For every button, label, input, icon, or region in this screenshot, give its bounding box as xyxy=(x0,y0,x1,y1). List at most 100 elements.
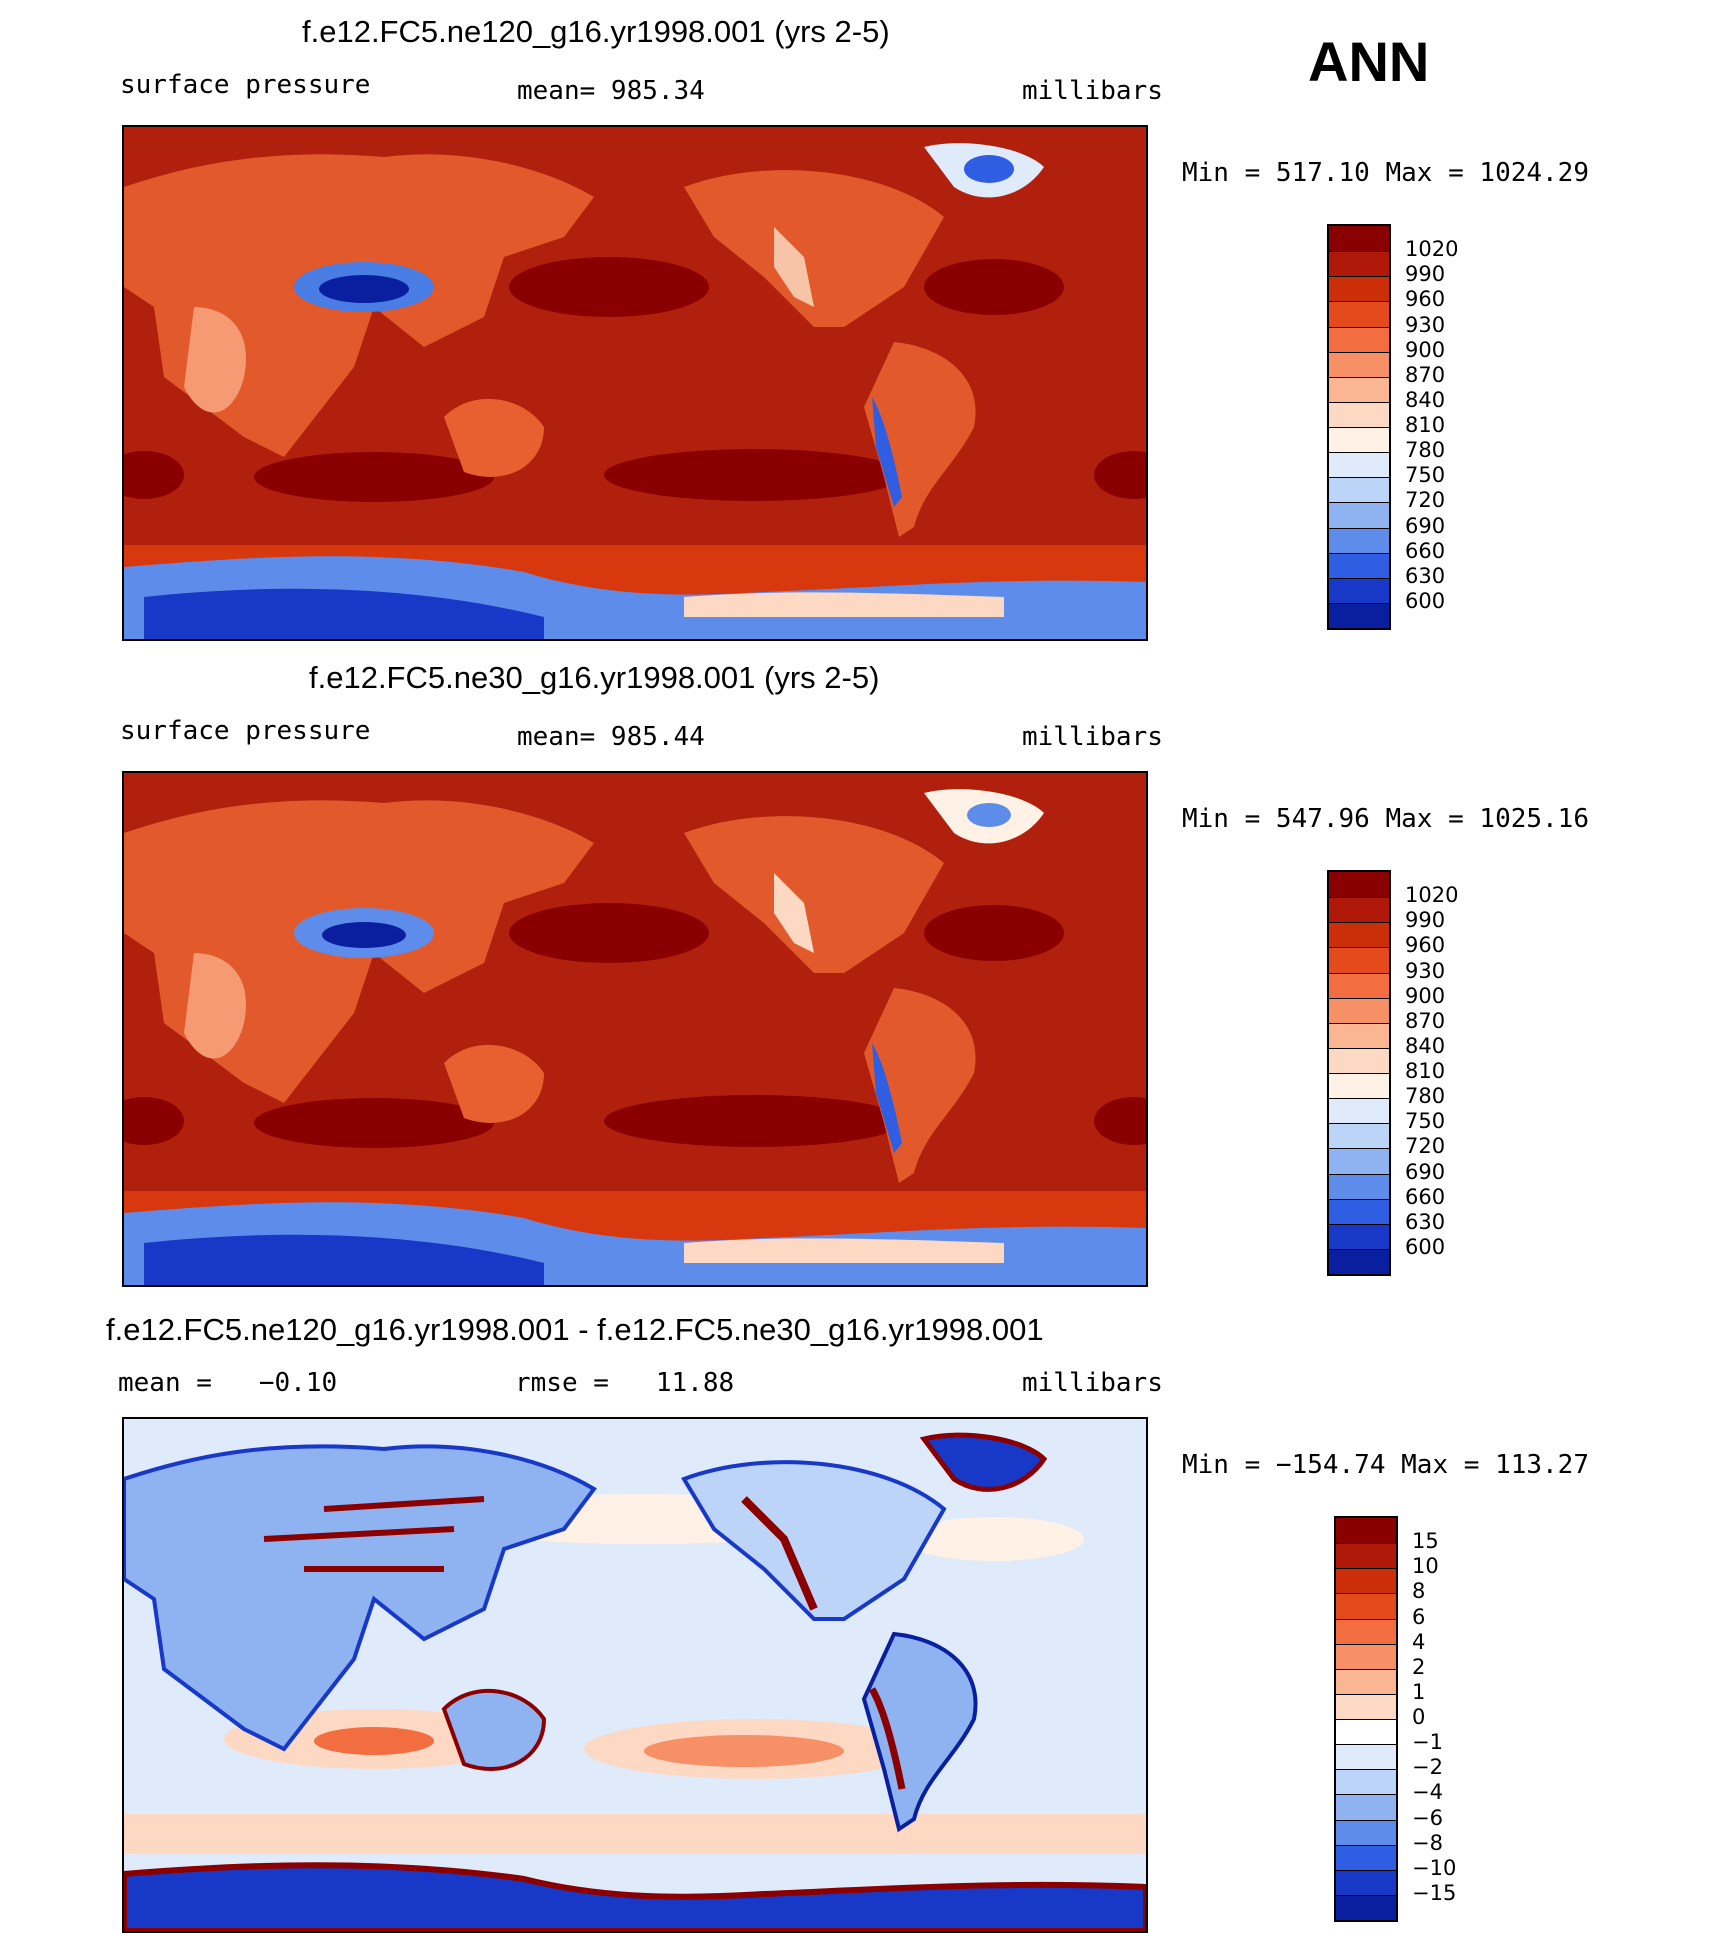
colorbar-level-label: 720 xyxy=(1405,488,1446,513)
colorbar-level-label: 990 xyxy=(1405,908,1446,933)
panel1-title: f.e12.FC5.ne120_g16.yr1998.001 (yrs 2-5) xyxy=(302,14,890,49)
colorbar-swatch xyxy=(1336,1744,1396,1770)
colorbar-level-label: 15 xyxy=(1412,1529,1439,1554)
colorbar-swatch xyxy=(1329,226,1389,252)
greenland-ice xyxy=(964,155,1014,183)
colorbar-level-label: 1020 xyxy=(1405,237,1459,262)
colorbar-level-label: 660 xyxy=(1405,1184,1446,1209)
colorbar-swatch xyxy=(1329,427,1389,453)
colorbar-level-label: 1 xyxy=(1412,1679,1426,1704)
greenland-ice xyxy=(967,803,1011,827)
colorbar-level-label: 630 xyxy=(1405,563,1446,588)
colorbar-level-label: 870 xyxy=(1405,1008,1446,1033)
colorbar-level-label: 630 xyxy=(1405,1209,1446,1234)
subtropical-high xyxy=(924,259,1064,315)
colorbar-level-label: 2 xyxy=(1412,1654,1426,1679)
colorbar-swatch xyxy=(1329,477,1389,503)
north-america-land xyxy=(684,816,944,973)
colorbar-level-label: 750 xyxy=(1405,463,1446,488)
subtropical-high xyxy=(604,1095,904,1147)
colorbar-swatch xyxy=(1329,527,1389,553)
colorbar-level-label: 960 xyxy=(1405,287,1446,312)
antarctica-land xyxy=(124,1862,1146,1931)
colorbar-level-label: 780 xyxy=(1405,438,1446,463)
colorbar-swatch xyxy=(1329,351,1389,377)
colorbar-swatch xyxy=(1329,1173,1389,1199)
panel1-minmax-label: Min = 517.10 Max = 1024.29 xyxy=(1182,158,1589,188)
colorbar-level-label: 6 xyxy=(1412,1604,1426,1629)
subtropical-high xyxy=(509,257,709,317)
colorbar-level-label: 720 xyxy=(1405,1134,1446,1159)
colorbar-level-label: 690 xyxy=(1405,513,1446,538)
positive-anomaly xyxy=(904,1517,1084,1561)
colorbar-level-label: 1020 xyxy=(1405,883,1459,908)
southern-ocean-band xyxy=(124,1814,1146,1854)
colorbar-swatch xyxy=(1329,401,1389,427)
panel3-rmse-label: rmse = 11.88 xyxy=(515,1368,735,1398)
panel3-map xyxy=(122,1417,1148,1933)
colorbar-swatch xyxy=(1336,1543,1396,1569)
colorbar-swatch xyxy=(1336,1894,1396,1920)
eurasia-ridges xyxy=(263,1496,485,1572)
australia-land xyxy=(441,1688,547,1771)
panel2-variable-label: surface pressure xyxy=(120,716,371,746)
subtropical-high xyxy=(924,905,1064,961)
colorbar-swatch xyxy=(1336,1618,1396,1644)
greenland-land xyxy=(919,1432,1048,1492)
colorbar-swatch xyxy=(1336,1568,1396,1594)
colorbar-swatch xyxy=(1329,1198,1389,1224)
africa-highland xyxy=(184,953,246,1059)
panel1-colorbar xyxy=(1327,224,1391,630)
colorbar-swatch xyxy=(1329,552,1389,578)
colorbar-level-label: 870 xyxy=(1405,362,1446,387)
panel2-units-label: millibars xyxy=(1022,722,1163,752)
panel1-map xyxy=(122,125,1148,641)
colorbar-swatch xyxy=(1329,1047,1389,1073)
colorbar-swatch xyxy=(1329,1223,1389,1249)
colorbar-swatch xyxy=(1329,1123,1389,1149)
subtropical-high xyxy=(509,903,709,963)
panel3-minmax-label: Min = −154.74 Max = 113.27 xyxy=(1182,1450,1589,1480)
tibet-plateau-core xyxy=(319,275,409,303)
colorbar-swatch xyxy=(1329,1148,1389,1174)
colorbar-level-label: 0 xyxy=(1412,1705,1426,1729)
colorbar-swatch xyxy=(1329,301,1389,327)
subtropical-high xyxy=(254,1098,494,1148)
colorbar-level-label: −15 xyxy=(1412,1880,1457,1905)
subtropical-high xyxy=(254,452,494,502)
panel2-title: f.e12.FC5.ne30_g16.yr1998.001 (yrs 2-5) xyxy=(309,660,880,695)
colorbar-level-label: −4 xyxy=(1412,1780,1443,1805)
colorbar-swatch xyxy=(1336,1693,1396,1719)
colorbar-level-label: 4 xyxy=(1412,1629,1426,1654)
colorbar-swatch xyxy=(1336,1593,1396,1619)
andes xyxy=(872,397,902,507)
colorbar-swatch xyxy=(1329,326,1389,352)
subtropical-high xyxy=(1094,451,1146,499)
colorbar-level-label: 900 xyxy=(1405,983,1446,1008)
subtropical-high xyxy=(124,451,184,499)
colorbar-swatch xyxy=(1329,947,1389,973)
colorbar-swatch xyxy=(1336,1769,1396,1795)
colorbar-swatch xyxy=(1329,1098,1389,1124)
colorbar-level-label: 660 xyxy=(1405,538,1446,563)
colorbar-swatch xyxy=(1329,922,1389,948)
colorbar-level-label: 840 xyxy=(1405,387,1446,412)
colorbar-level-label: 810 xyxy=(1405,413,1446,437)
colorbar-swatch xyxy=(1336,1643,1396,1669)
panel1-units-label: millibars xyxy=(1022,76,1163,106)
colorbar-swatch xyxy=(1336,1794,1396,1820)
australia-land xyxy=(444,1044,544,1123)
rockies xyxy=(774,873,814,953)
antarctica-plateau xyxy=(144,1234,544,1285)
eurasia-africa-land xyxy=(124,1444,597,1752)
andes xyxy=(868,1687,906,1790)
colorbar-level-label: 600 xyxy=(1405,588,1446,613)
colorbar-swatch xyxy=(1329,251,1389,277)
panel2-mean-label: mean= 985.44 xyxy=(517,722,705,752)
colorbar-level-label: 780 xyxy=(1405,1084,1446,1109)
colorbar-level-label: 960 xyxy=(1405,933,1446,958)
andes xyxy=(872,1043,902,1153)
colorbar-swatch xyxy=(1329,276,1389,302)
subtropical-high xyxy=(124,1097,184,1145)
colorbar-level-label: 810 xyxy=(1405,1059,1446,1083)
